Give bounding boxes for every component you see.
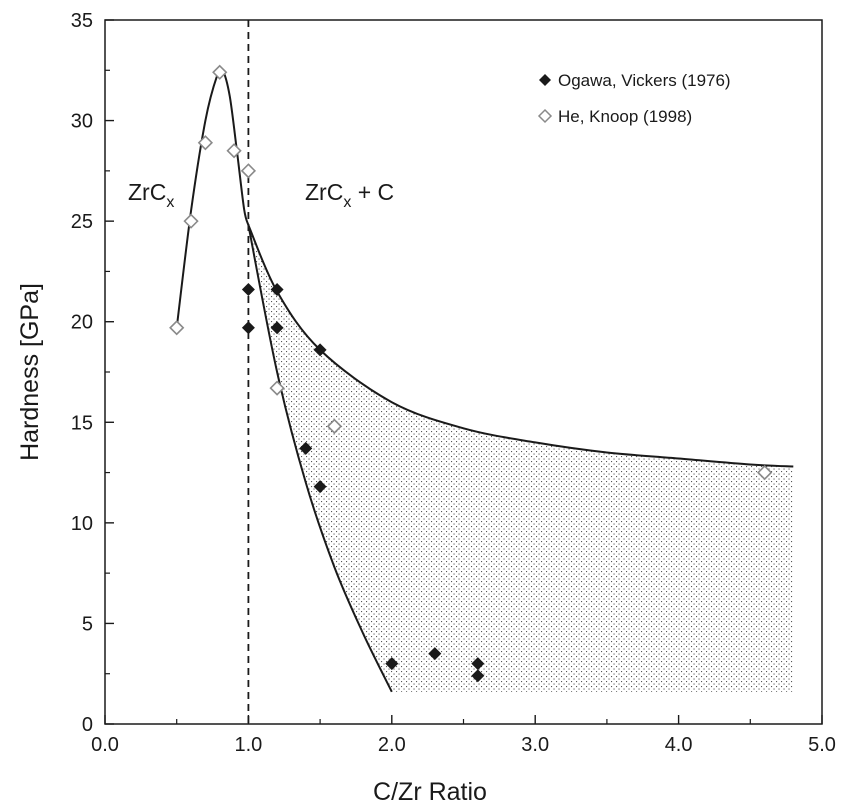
data-point-he [197, 135, 214, 151]
legend-marker-he [537, 108, 553, 124]
region-label-zrcx-plus-c: ZrCx + C [305, 179, 394, 211]
y-tick-label: 30 [71, 111, 93, 133]
x-tick-label: 3.0 [521, 734, 549, 756]
data-point-ogawa [428, 647, 442, 661]
data-point-he [269, 380, 285, 396]
x-tick-label: 2.0 [378, 734, 406, 756]
y-axis-title: Hardness [GPa] [16, 283, 44, 461]
data-point-he [169, 320, 185, 336]
data-point-ogawa [241, 283, 255, 297]
region-label-zrcx: ZrCx [128, 179, 174, 211]
y-tick-label: 15 [71, 412, 93, 434]
data-point-ogawa [471, 657, 485, 671]
data-points [169, 64, 773, 683]
shaded-region [248, 225, 794, 692]
legend-label-he: He, Knoop (1998) [558, 107, 692, 126]
y-tick-label: 35 [71, 10, 93, 32]
data-point-ogawa [270, 321, 284, 335]
data-point-he [183, 213, 199, 229]
data-point-ogawa [471, 669, 485, 683]
zrcx-peak-curve [175, 67, 250, 328]
lower-bound-curve [247, 225, 393, 693]
data-point-he [757, 464, 773, 481]
data-point-ogawa [385, 657, 399, 671]
data-point-ogawa [299, 441, 313, 455]
x-tick-label: 0.0 [91, 734, 119, 756]
y-tick-label: 25 [71, 211, 93, 233]
data-point-he [212, 64, 228, 80]
data-point-ogawa [270, 283, 284, 297]
x-tick-label: 1.0 [234, 734, 262, 756]
x-axis-title: C/Zr Ratio [373, 778, 487, 806]
y-tick-label: 0 [82, 714, 93, 736]
data-point-he [226, 143, 242, 159]
legend: Ogawa, Vickers (1976) He, Knoop (1998) [537, 71, 731, 126]
data-point-ogawa [241, 321, 255, 335]
data-point-he [240, 163, 257, 179]
data-point-ogawa [313, 343, 327, 357]
y-tick-labels: 0 5 10 15 20 25 30 35 [71, 10, 93, 736]
plot-frame [104, 19, 823, 725]
legend-label-ogawa: Ogawa, Vickers (1976) [558, 71, 731, 90]
data-point-he [326, 418, 343, 434]
upper-bound-curve [247, 224, 794, 468]
data-point-ogawa [313, 480, 327, 494]
y-tick-label: 10 [71, 513, 93, 535]
x-tick-label: 4.0 [665, 734, 693, 756]
y-tick-label: 20 [71, 312, 93, 334]
y-tick-label: 5 [82, 613, 93, 635]
x-tick-label: 5.0 [808, 734, 836, 756]
x-tick-labels: 0.0 1.0 2.0 3.0 4.0 5.0 [91, 734, 836, 756]
legend-marker-ogawa [539, 74, 551, 86]
